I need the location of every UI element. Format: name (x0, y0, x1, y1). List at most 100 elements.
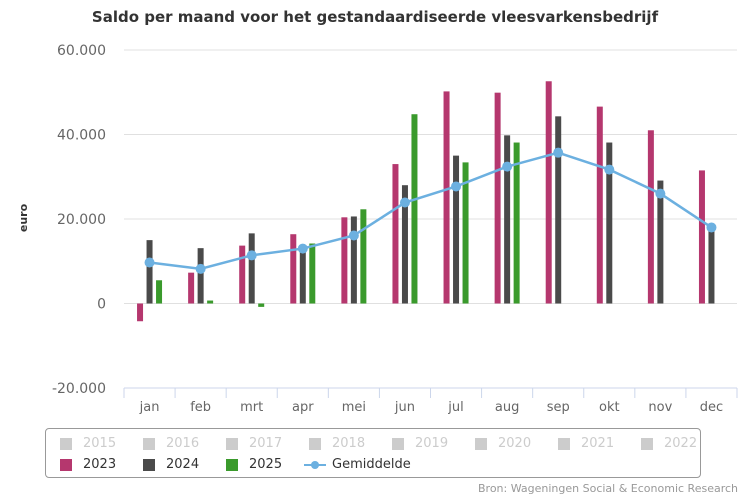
x-tick-label: jan (139, 400, 160, 415)
bar-2023 (494, 92, 501, 304)
bar-2025 (156, 280, 163, 304)
x-tick-label: sep (547, 400, 570, 415)
bar-2024 (146, 240, 153, 304)
legend-label: 2024 (166, 457, 200, 472)
point-Gemiddelde (246, 250, 257, 261)
legend-label: 2018 (332, 436, 366, 451)
point-Gemiddelde (502, 161, 513, 172)
legend-swatch (558, 437, 570, 450)
point-Gemiddelde (144, 257, 155, 268)
bar-2024 (555, 116, 562, 304)
legend-item-gemiddelde[interactable]: Gemiddelde (304, 457, 411, 472)
point-Gemiddelde (655, 188, 666, 199)
point-Gemiddelde (195, 263, 206, 274)
x-tick-label: feb (190, 400, 211, 415)
bar-2024 (453, 155, 460, 304)
legend-label: 2015 (83, 436, 117, 451)
y-tick-label: 60.000 (57, 43, 106, 59)
point-Gemiddelde (297, 243, 308, 254)
legend-item-2022[interactable]: 2022 (641, 436, 697, 451)
bar-2024 (606, 142, 613, 304)
legend-item-2021[interactable]: 2021 (558, 436, 614, 451)
legend-swatch (475, 437, 487, 450)
bar-2025 (258, 303, 265, 307)
bar-2023 (137, 303, 144, 322)
legend-label: 2025 (249, 457, 283, 472)
bar-2025 (513, 142, 520, 304)
line-Gemiddelde (149, 151, 713, 271)
x-tick-label: jul (447, 400, 463, 415)
bar-2023 (341, 217, 348, 304)
point-Gemiddelde (348, 230, 359, 241)
point-Gemiddelde (706, 222, 717, 233)
x-tick-label: nov (648, 400, 672, 415)
x-tick-label: aug (495, 400, 519, 415)
bar-2023 (392, 164, 399, 304)
bar-2025 (360, 209, 367, 304)
legend-item-2025[interactable]: 2025 (226, 457, 282, 472)
legend-label: 2020 (498, 436, 532, 451)
legend-item-2020[interactable]: 2020 (475, 436, 531, 451)
y-axis-label: euro (17, 203, 30, 232)
bar-2024 (504, 135, 511, 304)
y-tick-label: 0 (97, 297, 106, 313)
legend-label: 2016 (166, 436, 200, 451)
x-tick-label: mei (342, 400, 366, 415)
y-tick-label: 40.000 (57, 128, 106, 144)
chart-title: Saldo per maand voor het gestandaardisee… (91, 8, 659, 26)
bar-2023 (443, 91, 450, 304)
legend-label: 2017 (249, 436, 283, 451)
legend-label: 2023 (83, 457, 117, 472)
legend-swatch (226, 458, 238, 471)
x-tick-label: apr (292, 400, 314, 415)
source-credit: Bron: Wageningen Social & Economic Resea… (478, 482, 738, 495)
legend-item-2016[interactable]: 2016 (143, 436, 199, 451)
point-Gemiddelde (604, 164, 615, 175)
x-tick-label: dec (700, 400, 723, 415)
bar-2024 (197, 248, 204, 304)
x-tick-label: mrt (240, 400, 263, 415)
point-Gemiddelde (553, 147, 564, 158)
legend-swatch (143, 437, 155, 450)
legend-swatch (60, 458, 72, 471)
bar-2025 (309, 243, 316, 304)
bar-2025 (462, 162, 469, 304)
bar-2025 (207, 300, 214, 304)
bar-2024 (299, 246, 306, 304)
legend-swatch (309, 437, 321, 450)
legend-label: Gemiddelde (332, 457, 411, 472)
point-Gemiddelde (399, 197, 410, 208)
bar-2024 (708, 228, 715, 304)
legend-swatch (226, 437, 238, 450)
legend-swatch (60, 437, 72, 450)
x-tick-label: okt (599, 400, 620, 415)
bar-2023 (545, 81, 552, 304)
y-tick-label: 20.000 (57, 212, 106, 228)
legend-item-2019[interactable]: 2019 (392, 436, 448, 451)
bar-2024 (248, 233, 255, 304)
legend-swatch (143, 458, 155, 471)
bar-2024 (657, 180, 664, 304)
legend-item-2024[interactable]: 2024 (143, 457, 199, 472)
legend-item-2023[interactable]: 2023 (60, 457, 116, 472)
legend-label: 2021 (581, 436, 615, 451)
bar-2023 (698, 170, 705, 304)
legend-item-2015[interactable]: 2015 (60, 436, 116, 451)
bar-2023 (290, 234, 297, 304)
bar-2023 (647, 130, 654, 304)
line-marker-icon (304, 460, 326, 469)
bar-2023 (596, 106, 603, 304)
legend-label: 2019 (415, 436, 449, 451)
legend-swatch (392, 437, 404, 450)
bar-2024 (401, 185, 408, 304)
legend-item-2018[interactable]: 2018 (309, 436, 365, 451)
bar-2023 (239, 245, 246, 304)
legend-swatch (641, 437, 653, 450)
legend-label: 2022 (664, 436, 698, 451)
point-Gemiddelde (451, 181, 462, 192)
bar-2023 (188, 272, 195, 304)
legend-item-2017[interactable]: 2017 (226, 436, 282, 451)
bar-2024 (350, 216, 357, 304)
bar-2025 (411, 114, 418, 304)
legend: 2015 2016 2017 2018 2019 2020 2021 2022 … (45, 428, 701, 478)
